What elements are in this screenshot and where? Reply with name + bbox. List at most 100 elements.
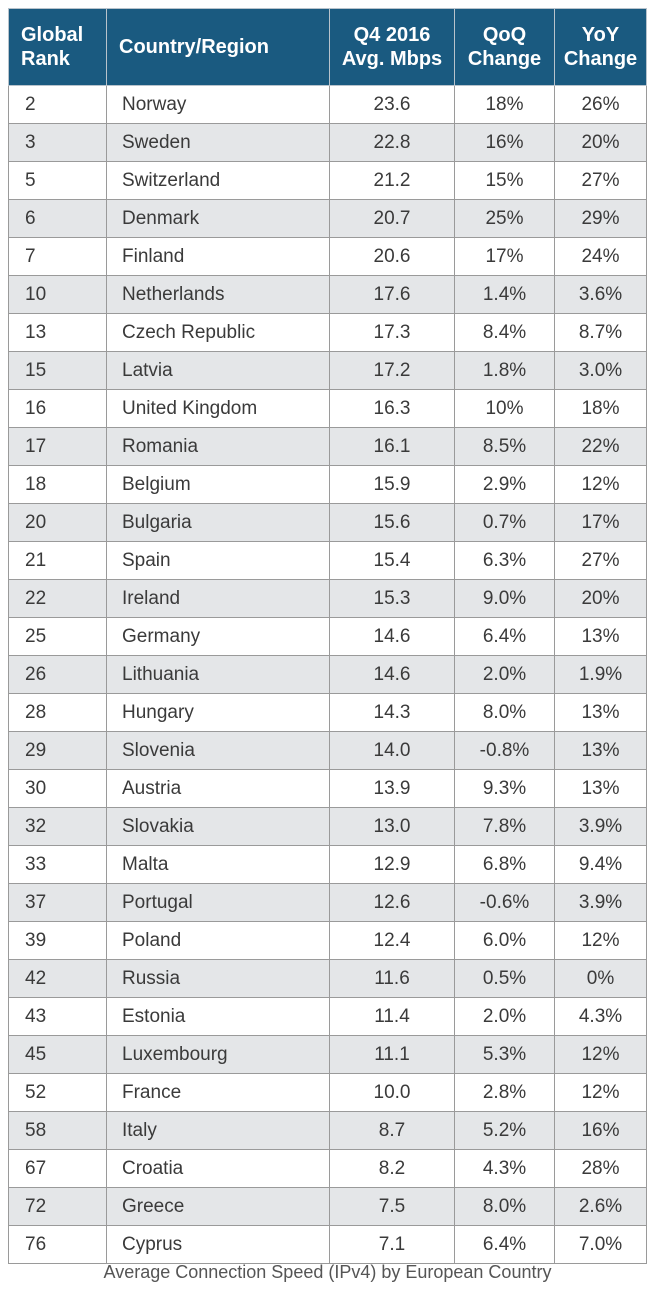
header-line: Avg. Mbps bbox=[341, 48, 443, 70]
qoq-change-cell: 9.0% bbox=[454, 579, 555, 618]
table-row: 67 Croatia 8.2 4.3% 28% bbox=[8, 1149, 647, 1188]
table-row: 16 United Kingdom 16.3 10% 18% bbox=[8, 389, 647, 428]
qoq-change-cell: 5.2% bbox=[454, 1111, 555, 1150]
header-global-rank: Global Rank bbox=[8, 8, 107, 86]
table-row: 29 Slovenia 14.0 -0.8% 13% bbox=[8, 731, 647, 770]
yoy-change-cell: 13% bbox=[554, 617, 647, 656]
qoq-change-cell: 8.0% bbox=[454, 1187, 555, 1226]
yoy-change-cell: 3.6% bbox=[554, 275, 647, 314]
avg-mbps-cell: 15.3 bbox=[329, 579, 455, 618]
country-cell: United Kingdom bbox=[106, 389, 330, 428]
avg-mbps-cell: 17.3 bbox=[329, 313, 455, 352]
table-header-row: Global Rank Country/Region Q4 2016 Avg. … bbox=[8, 8, 647, 86]
rank-cell: 22 bbox=[8, 579, 107, 618]
table-row: 26 Lithuania 14.6 2.0% 1.9% bbox=[8, 655, 647, 694]
yoy-change-cell: 27% bbox=[554, 161, 647, 200]
qoq-change-cell: 4.3% bbox=[454, 1149, 555, 1188]
rank-cell: 33 bbox=[8, 845, 107, 884]
country-cell: Switzerland bbox=[106, 161, 330, 200]
table-row: 33 Malta 12.9 6.8% 9.4% bbox=[8, 845, 647, 884]
rank-cell: 29 bbox=[8, 731, 107, 770]
avg-mbps-cell: 17.6 bbox=[329, 275, 455, 314]
rank-cell: 15 bbox=[8, 351, 107, 390]
avg-mbps-cell: 11.6 bbox=[329, 959, 455, 998]
yoy-change-cell: 0% bbox=[554, 959, 647, 998]
rank-cell: 72 bbox=[8, 1187, 107, 1226]
country-cell: Cyprus bbox=[106, 1225, 330, 1264]
qoq-change-cell: 1.8% bbox=[454, 351, 555, 390]
header-line: Change bbox=[467, 48, 542, 70]
yoy-change-cell: 20% bbox=[554, 579, 647, 618]
yoy-change-cell: 7.0% bbox=[554, 1225, 647, 1264]
rank-cell: 67 bbox=[8, 1149, 107, 1188]
qoq-change-cell: 17% bbox=[454, 237, 555, 276]
country-cell: Denmark bbox=[106, 199, 330, 238]
table-row: 43 Estonia 11.4 2.0% 4.3% bbox=[8, 997, 647, 1036]
rank-cell: 21 bbox=[8, 541, 107, 580]
country-cell: Poland bbox=[106, 921, 330, 960]
yoy-change-cell: 12% bbox=[554, 1035, 647, 1074]
rank-cell: 52 bbox=[8, 1073, 107, 1112]
header-yoy-change: YoY Change bbox=[554, 8, 647, 86]
yoy-change-cell: 17% bbox=[554, 503, 647, 542]
header-line: Country/Region bbox=[119, 36, 269, 58]
avg-mbps-cell: 7.1 bbox=[329, 1225, 455, 1264]
table-row: 76 Cyprus 7.1 6.4% 7.0% bbox=[8, 1225, 647, 1264]
yoy-change-cell: 29% bbox=[554, 199, 647, 238]
rank-cell: 2 bbox=[8, 85, 107, 124]
qoq-change-cell: 25% bbox=[454, 199, 555, 238]
rank-cell: 10 bbox=[8, 275, 107, 314]
rank-cell: 37 bbox=[8, 883, 107, 922]
avg-mbps-cell: 13.9 bbox=[329, 769, 455, 808]
qoq-change-cell: 6.3% bbox=[454, 541, 555, 580]
table-row: 28 Hungary 14.3 8.0% 13% bbox=[8, 693, 647, 732]
header-line: Rank bbox=[21, 48, 70, 70]
avg-mbps-cell: 22.8 bbox=[329, 123, 455, 162]
header-line: Q4 2016 bbox=[353, 24, 431, 46]
avg-mbps-cell: 15.4 bbox=[329, 541, 455, 580]
qoq-change-cell: 6.4% bbox=[454, 1225, 555, 1264]
table-row: 32 Slovakia 13.0 7.8% 3.9% bbox=[8, 807, 647, 846]
table-row: 7 Finland 20.6 17% 24% bbox=[8, 237, 647, 276]
country-cell: Germany bbox=[106, 617, 330, 656]
avg-mbps-cell: 11.1 bbox=[329, 1035, 455, 1074]
qoq-change-cell: 6.8% bbox=[454, 845, 555, 884]
header-qoq-change: QoQ Change bbox=[454, 8, 555, 86]
qoq-change-cell: 0.5% bbox=[454, 959, 555, 998]
rank-cell: 45 bbox=[8, 1035, 107, 1074]
yoy-change-cell: 3.9% bbox=[554, 807, 647, 846]
header-avg-mbps: Q4 2016 Avg. Mbps bbox=[329, 8, 455, 86]
qoq-change-cell: 16% bbox=[454, 123, 555, 162]
table-row: 21 Spain 15.4 6.3% 27% bbox=[8, 541, 647, 580]
country-cell: Malta bbox=[106, 845, 330, 884]
table-row: 18 Belgium 15.9 2.9% 12% bbox=[8, 465, 647, 504]
qoq-change-cell: 10% bbox=[454, 389, 555, 428]
table-row: 42 Russia 11.6 0.5% 0% bbox=[8, 959, 647, 998]
country-cell: Austria bbox=[106, 769, 330, 808]
qoq-change-cell: 6.4% bbox=[454, 617, 555, 656]
avg-mbps-cell: 16.1 bbox=[329, 427, 455, 466]
country-cell: Slovenia bbox=[106, 731, 330, 770]
avg-mbps-cell: 12.6 bbox=[329, 883, 455, 922]
yoy-change-cell: 20% bbox=[554, 123, 647, 162]
country-cell: Croatia bbox=[106, 1149, 330, 1188]
avg-mbps-cell: 14.3 bbox=[329, 693, 455, 732]
table-row: 3 Sweden 22.8 16% 20% bbox=[8, 123, 647, 162]
table-row: 5 Switzerland 21.2 15% 27% bbox=[8, 161, 647, 200]
country-cell: Hungary bbox=[106, 693, 330, 732]
rank-cell: 17 bbox=[8, 427, 107, 466]
rank-cell: 30 bbox=[8, 769, 107, 808]
table-row: 52 France 10.0 2.8% 12% bbox=[8, 1073, 647, 1112]
rank-cell: 42 bbox=[8, 959, 107, 998]
country-cell: France bbox=[106, 1073, 330, 1112]
avg-mbps-cell: 23.6 bbox=[329, 85, 455, 124]
qoq-change-cell: 2.0% bbox=[454, 997, 555, 1036]
avg-mbps-cell: 14.6 bbox=[329, 617, 455, 656]
table-row: 30 Austria 13.9 9.3% 13% bbox=[8, 769, 647, 808]
avg-mbps-cell: 10.0 bbox=[329, 1073, 455, 1112]
avg-mbps-cell: 12.4 bbox=[329, 921, 455, 960]
rank-cell: 16 bbox=[8, 389, 107, 428]
table-row: 17 Romania 16.1 8.5% 22% bbox=[8, 427, 647, 466]
speed-table-container: Global Rank Country/Region Q4 2016 Avg. … bbox=[8, 8, 647, 1264]
yoy-change-cell: 1.9% bbox=[554, 655, 647, 694]
